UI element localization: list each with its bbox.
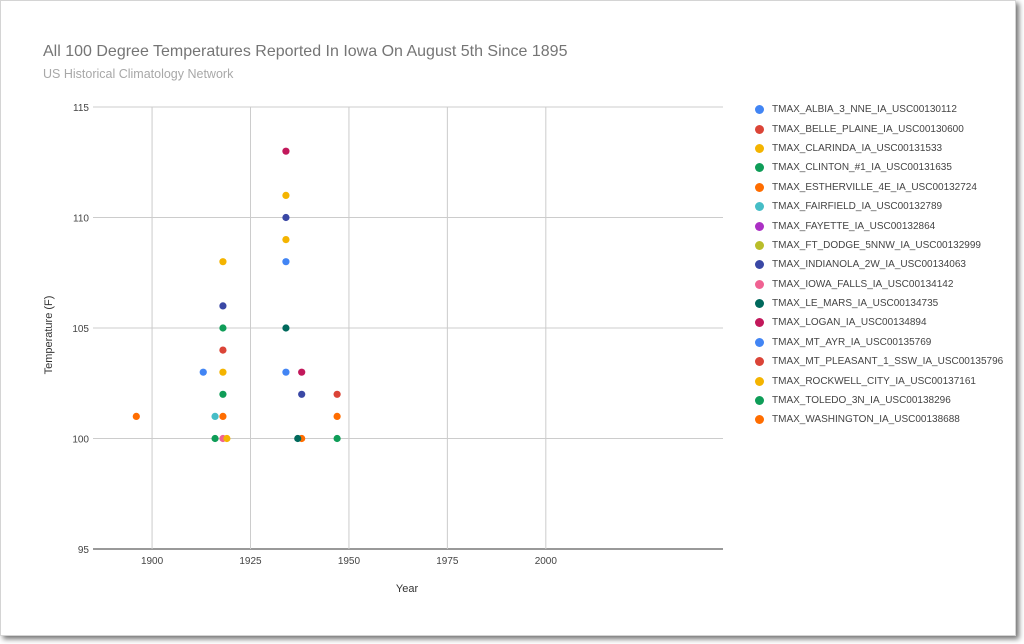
legend-marker xyxy=(755,357,764,367)
data-point[interactable]: TMAX_INDIANOLA_2W_IA_USC00134063: 1918, … xyxy=(219,302,227,310)
data-point[interactable]: TMAX_WASHINGTON_IA_USC00138688: 1947, 10… xyxy=(333,412,341,420)
legend-item[interactable]: TMAX_TOLEDO_3N_IA_USC00138296 xyxy=(755,391,1005,410)
legend-marker xyxy=(755,299,764,309)
legend-marker xyxy=(755,376,764,386)
legend-label: TMAX_BELLE_PLAINE_IA_USC00130600 xyxy=(772,123,964,135)
legend-label: TMAX_FAIRFIELD_IA_USC00132789 xyxy=(772,201,943,213)
data-point[interactable]: TMAX_LOGAN_IA_USC00134894: 1938, 103 xyxy=(298,368,306,376)
data-point[interactable]: TMAX_ALBIA_3_NNE_IA_USC00130112: 1913, 1… xyxy=(199,368,207,376)
chart-subtitle: US Historical Climatology Network xyxy=(43,67,234,81)
scatter-plot: 95 100 105 110 115 1900 1925 1950 1975 2000 TMAX_… xyxy=(43,103,723,595)
legend-label: TMAX_IOWA_FALLS_IA_USC00134142 xyxy=(772,278,954,290)
legend-label: TMAX_LE_MARS_IA_USC00134735 xyxy=(772,298,939,310)
legend-item[interactable]: TMAX_MT_PLEASANT_1_SSW_IA_USC00135796 xyxy=(755,352,1005,371)
legend-item[interactable]: TMAX_ROCKWELL_CITY_IA_USC00137161 xyxy=(755,371,1005,390)
grid-layer xyxy=(93,106,723,550)
data-point[interactable]: TMAX_TOLEDO_3N_IA_USC00138296: 1947, 100 xyxy=(333,434,341,443)
data-point[interactable]: TMAX_CLARINDA_IA_USC00131533: 1934, 111 xyxy=(282,191,290,199)
legend-label: TMAX_CLARINDA_IA_USC00131533 xyxy=(772,142,943,154)
legend-item[interactable]: TMAX_CLINTON_#1_IA_USC00131635 xyxy=(755,158,1005,177)
legend-marker xyxy=(755,396,764,406)
data-point[interactable]: TMAX_ROCKWELL_CITY_IA_USC00137161: 1919,… xyxy=(223,434,231,443)
legend-marker xyxy=(755,337,764,347)
data-point[interactable]: TMAX_MT_AYR_IA_USC00135769: 1934, 108 xyxy=(282,258,290,266)
x-tick-label: 1950 xyxy=(338,556,361,567)
data-point[interactable]: TMAX_INDIANOLA_2W_IA_USC00134063: 1934, … xyxy=(282,213,290,222)
tick-layer: 95 100 105 110 115 1900 1925 1950 1975 2000 xyxy=(72,103,557,567)
legend-item[interactable]: TMAX_LOGAN_IA_USC00134894 xyxy=(755,313,1005,332)
data-point[interactable]: TMAX_LOGAN_IA_USC00134894: 1934, 113 xyxy=(282,147,290,155)
data-point[interactable]: TMAX_MT_AYR_IA_USC00135769: 1934, 103 xyxy=(282,368,290,376)
chart-frame: All 100 Degree Temperatures Reported In … xyxy=(0,0,1016,636)
data-point[interactable]: TMAX_TOLEDO_3N_IA_USC00138296: 1918, 105 xyxy=(219,324,227,332)
x-tick-label: 1900 xyxy=(141,556,164,567)
y-tick-label: 95 xyxy=(78,545,90,556)
legend-label: TMAX_WASHINGTON_IA_USC00138688 xyxy=(772,414,960,426)
legend-marker xyxy=(755,318,764,328)
data-point[interactable]: TMAX_LE_MARS_IA_USC00134735: 1934, 105 xyxy=(282,324,290,332)
data-point[interactable]: TMAX_BELLE_PLAINE_IA_USC00130600: 1918, … xyxy=(219,346,227,354)
legend-item[interactable]: TMAX_MT_AYR_IA_USC00135769 xyxy=(755,333,1005,352)
legend-label: TMAX_FT_DODGE_5NNW_IA_USC00132999 xyxy=(772,239,981,251)
legend-label: TMAX_ROCKWELL_CITY_IA_USC00137161 xyxy=(772,375,976,387)
legend-item[interactable]: TMAX_CLARINDA_IA_USC00131533 xyxy=(755,139,1005,158)
legend-item[interactable]: TMAX_WASHINGTON_IA_USC00138688 xyxy=(755,410,1005,429)
y-tick-label: 110 xyxy=(73,214,89,225)
data-point[interactable]: TMAX_WASHINGTON_IA_USC00138688: 1896, 10… xyxy=(132,412,140,420)
legend-item[interactable]: TMAX_BELLE_PLAINE_IA_USC00130600 xyxy=(755,119,1005,138)
x-tick-label: 1975 xyxy=(436,556,459,567)
y-axis-label: Temperature (F) xyxy=(43,296,55,375)
legend-marker xyxy=(755,163,764,173)
y-tick-label: 100 xyxy=(72,435,89,446)
legend-label: TMAX_MT_PLEASANT_1_SSW_IA_USC00135796 xyxy=(772,356,1004,368)
legend-label: TMAX_ALBIA_3_NNE_IA_USC00130112 xyxy=(772,104,957,116)
point-layer: TMAX_ALBIA_3_NNE_IA_USC00130112: 1913, 1… xyxy=(132,147,341,443)
data-point[interactable]: TMAX_MT_PLEASANT_1_SSW_IA_USC00135796: 1… xyxy=(333,390,341,398)
legend-label: TMAX_INDIANOLA_2W_IA_USC00134063 xyxy=(772,259,966,271)
legend-item[interactable]: TMAX_ALBIA_3_NNE_IA_USC00130112 xyxy=(755,100,1005,119)
legend-item[interactable]: TMAX_LE_MARS_IA_USC00134735 xyxy=(755,294,1005,313)
legend-label: TMAX_ESTHERVILLE_4E_IA_USC00132724 xyxy=(772,181,977,193)
legend-marker xyxy=(755,124,764,134)
data-point[interactable]: TMAX_TOLEDO_3N_IA_USC00138296: 1916, 100 xyxy=(211,434,219,443)
data-point[interactable]: TMAX_CLINTON_#1_IA_USC00131635: 1918, 10… xyxy=(219,390,227,398)
y-tick-label: 115 xyxy=(73,103,89,114)
legend-marker xyxy=(755,260,764,270)
data-point[interactable]: TMAX_ROCKWELL_CITY_IA_USC00137161: 1918,… xyxy=(219,258,227,266)
legend-item[interactable]: TMAX_INDIANOLA_2W_IA_USC00134063 xyxy=(755,255,1005,274)
legend-marker xyxy=(755,143,764,153)
chart-legend: TMAX_ALBIA_3_NNE_IA_USC00130112 TMAX_BELL… xyxy=(755,100,1005,430)
legend-item[interactable]: TMAX_FT_DODGE_5NNW_IA_USC00132999 xyxy=(755,236,1005,255)
legend-marker xyxy=(755,105,764,115)
x-axis-label: Year xyxy=(396,583,419,595)
legend-item[interactable]: TMAX_FAYETTE_IA_USC00132864 xyxy=(755,216,1005,235)
legend-label: TMAX_TOLEDO_3N_IA_USC00138296 xyxy=(772,395,951,407)
legend-marker xyxy=(755,279,764,289)
legend-marker xyxy=(755,182,764,192)
legend-marker xyxy=(755,202,764,212)
x-tick-label: 2000 xyxy=(535,556,558,567)
legend-item[interactable]: TMAX_FAIRFIELD_IA_USC00132789 xyxy=(755,197,1005,216)
chart-title: All 100 Degree Temperatures Reported In … xyxy=(43,43,568,60)
data-point[interactable]: TMAX_ESTHERVILLE_4E_IA_USC00132724: 1918… xyxy=(219,412,227,420)
data-point[interactable]: TMAX_CLARINDA_IA_USC00131533: 1918, 103 xyxy=(219,368,227,376)
legend-label: TMAX_FAYETTE_IA_USC00132864 xyxy=(772,220,936,232)
legend-label: TMAX_LOGAN_IA_USC00134894 xyxy=(772,317,927,329)
y-tick-label: 105 xyxy=(72,324,89,335)
legend-item[interactable]: TMAX_IOWA_FALLS_IA_USC00134142 xyxy=(755,275,1005,294)
legend-marker xyxy=(755,240,764,250)
legend-label: TMAX_MT_AYR_IA_USC00135769 xyxy=(772,336,932,348)
legend-item[interactable]: TMAX_ESTHERVILLE_4E_IA_USC00132724 xyxy=(755,178,1005,197)
x-tick-label: 1925 xyxy=(239,556,262,567)
data-point[interactable]: TMAX_INDIANOLA_2W_IA_USC00134063: 1938, … xyxy=(298,390,306,398)
data-point[interactable]: TMAX_ROCKWELL_CITY_IA_USC00137161: 1934,… xyxy=(282,236,290,244)
data-point[interactable]: TMAX_FAIRFIELD_IA_USC00132789: 1916, 101 xyxy=(211,412,219,420)
legend-marker xyxy=(755,415,764,425)
data-point[interactable]: TMAX_LE_MARS_IA_USC00134735: 1937, 100 xyxy=(294,434,302,443)
legend-label: TMAX_CLINTON_#1_IA_USC00131635 xyxy=(772,162,952,174)
legend-marker xyxy=(755,221,764,231)
